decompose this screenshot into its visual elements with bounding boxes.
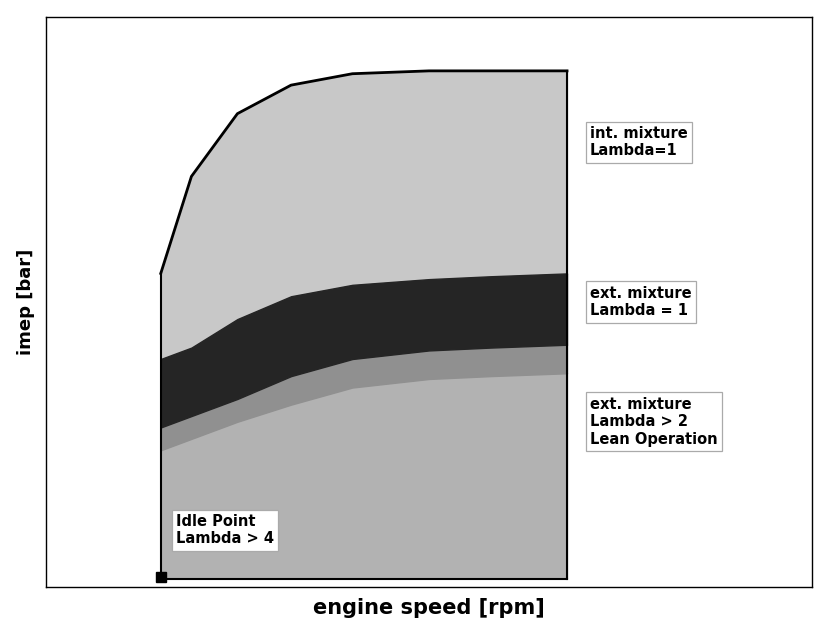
X-axis label: engine speed [rpm]: engine speed [rpm] [313,598,544,618]
Text: ext. mixture
Lambda > 2
Lean Operation: ext. mixture Lambda > 2 Lean Operation [590,397,717,446]
Y-axis label: imep [bar]: imep [bar] [17,249,35,355]
Text: ext. mixture
Lambda = 1: ext. mixture Lambda = 1 [590,286,691,318]
Text: int. mixture
Lambda=1: int. mixture Lambda=1 [590,126,687,158]
Text: Idle Point
Lambda > 4: Idle Point Lambda > 4 [176,514,274,546]
